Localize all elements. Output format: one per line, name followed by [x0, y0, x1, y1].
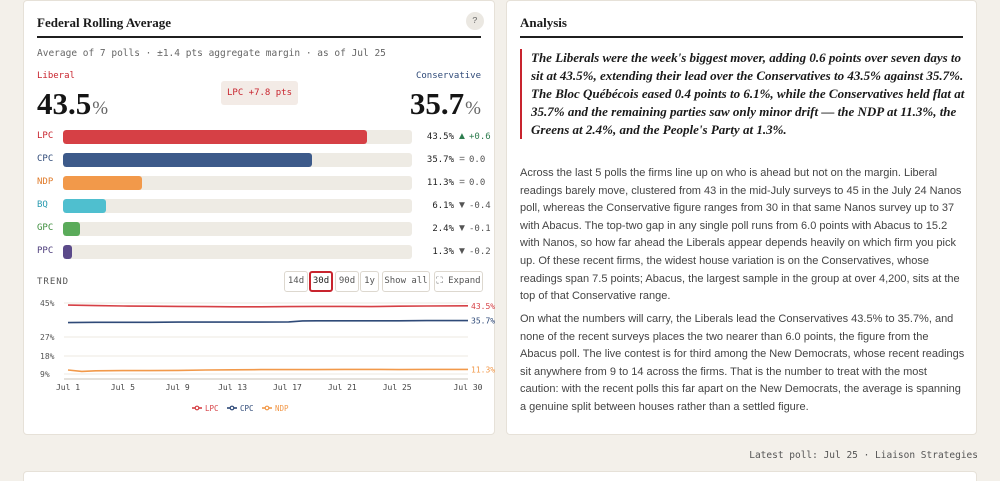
y-tick-label: 9%	[40, 370, 50, 379]
leader-share-unit: %	[92, 98, 109, 119]
party-abbr: PPC	[37, 246, 54, 256]
party-change: 0.0	[469, 155, 486, 165]
party-change: -0.2	[469, 247, 491, 257]
party-share: 1.3%	[432, 247, 454, 257]
party-abbr: GPC	[37, 223, 54, 233]
party-bar-bq: BQ 6.1% ▼ -0.4	[37, 198, 491, 214]
range-30d-button[interactable]: 30d	[309, 271, 333, 292]
change-indicator-icon: =	[459, 154, 465, 165]
rolling-average-card: Federal Rolling Average ? Average of 7 p…	[23, 0, 495, 435]
x-tick-label: Jul 5	[111, 383, 135, 392]
party-share: 6.1%	[432, 201, 454, 211]
party-bar-gpc: GPC 2.4% ▼ -0.1	[37, 221, 491, 237]
change-indicator-icon: =	[459, 177, 465, 188]
bar-fill	[63, 199, 106, 213]
series-end-label: 35.7%	[471, 317, 495, 326]
leader-party-label: Liberal	[37, 71, 75, 81]
series-end-label: 11.3%	[471, 365, 495, 374]
trend-label: TREND	[37, 277, 70, 287]
series-line-lpc	[67, 304, 469, 308]
legend-marker	[264, 405, 270, 411]
x-tick-label: Jul 30	[454, 383, 483, 392]
runner-share-unit: %	[465, 98, 481, 119]
party-share: 11.3%	[426, 178, 454, 188]
leader-share-value: 43.5	[37, 86, 92, 121]
runner-share: 35.7%	[410, 87, 481, 126]
bar-fill	[63, 245, 73, 259]
party-abbr: CPC	[37, 154, 54, 164]
series-end-label: 43.5%	[471, 302, 495, 311]
bar-track	[63, 199, 412, 213]
range-14d-button[interactable]: 14d	[284, 271, 308, 292]
card-title: Federal Rolling Average	[37, 15, 172, 30]
bar-fill	[63, 130, 367, 144]
party-change: -0.1	[469, 224, 491, 234]
x-tick-label: Jul 21	[328, 383, 357, 392]
card-title: Analysis	[520, 15, 567, 30]
bar-track	[63, 130, 412, 144]
leader-share: 43.5%	[37, 87, 108, 126]
party-change: -0.4	[469, 201, 491, 211]
bar-fill	[63, 176, 142, 190]
y-tick-label: 27%	[40, 333, 55, 342]
party-change: 0.0	[469, 178, 486, 188]
analysis-pullquote: The Liberals were the week's biggest mov…	[520, 49, 966, 139]
help-button[interactable]: ?	[466, 12, 484, 30]
legend-marker	[229, 405, 235, 411]
y-tick-label: 45%	[40, 299, 55, 308]
party-abbr: LPC	[37, 131, 54, 141]
analysis-paragraph: On what the numbers will carry, the Libe…	[520, 313, 965, 413]
x-tick-label: Jul 9	[166, 383, 190, 392]
party-abbr: BQ	[37, 200, 48, 210]
trend-chart: 45% 27% 18% 9% Jul 1 Jul 5 Jul 9 Jul 13 Jul 17 Ju…	[40, 299, 495, 413]
analysis-card: Analysis The Liberals were the week's bi…	[506, 0, 977, 435]
x-tick-label: Jul 25	[383, 383, 412, 392]
show-all-button[interactable]: Show all	[382, 271, 430, 292]
change-indicator-icon: ▼	[457, 246, 467, 257]
bar-track	[63, 222, 412, 236]
bar-track	[63, 176, 412, 190]
party-change: +0.6	[469, 132, 491, 142]
next-card	[23, 471, 977, 481]
series-line-cpc	[67, 319, 468, 324]
legend-entry: CPC	[240, 404, 254, 413]
bar-fill	[63, 153, 313, 167]
legend-entry: NDP	[275, 404, 289, 413]
x-tick-label: Jul 17	[273, 383, 302, 392]
poll-summary: Average of 7 polls · ±1.4 pts aggregate …	[37, 48, 386, 59]
party-share: 2.4%	[432, 224, 454, 234]
party-bar-cpc: CPC 35.7% = 0.0	[37, 152, 487, 168]
legend-entry: LPC	[205, 404, 219, 413]
party-share: 35.7%	[426, 155, 454, 165]
party-abbr: NDP	[37, 177, 54, 187]
y-tick-label: 18%	[40, 352, 55, 361]
series-line-ndp	[67, 368, 468, 373]
change-indicator-icon: ▼	[457, 200, 467, 211]
change-indicator-icon: ▲	[457, 131, 467, 142]
expand-button[interactable]: ⛶ Expand	[434, 271, 483, 292]
change-indicator-icon: ▼	[457, 223, 467, 234]
party-bar-lpc: LPC 43.5% ▲ +0.6	[37, 129, 491, 145]
bar-track	[63, 153, 412, 167]
party-bar-ppc: PPC 1.3% ▼ -0.2	[37, 244, 491, 260]
range-1y-button[interactable]: 1y	[360, 271, 379, 292]
party-bar-ndp: NDP 11.3% = 0.0	[37, 175, 487, 191]
title-divider	[37, 36, 481, 38]
x-tick-label: Jul 1	[56, 383, 80, 392]
analysis-paragraph: Across the last 5 polls the firms line u…	[520, 167, 962, 303]
title-divider	[520, 36, 963, 38]
lead-margin-badge: LPC +7.8 pts	[221, 81, 298, 105]
bar-fill	[63, 222, 80, 236]
x-tick-label: Jul 13	[218, 383, 247, 392]
party-share: 43.5%	[426, 132, 454, 142]
latest-poll-note: Latest poll: Jul 25 · Liaison Strategies	[749, 450, 978, 461]
legend-marker	[194, 405, 200, 411]
runner-party-label: Conservative	[415, 71, 481, 81]
runner-share-value: 35.7	[409, 86, 465, 121]
bar-track	[63, 245, 412, 259]
range-90d-button[interactable]: 90d	[335, 271, 359, 292]
